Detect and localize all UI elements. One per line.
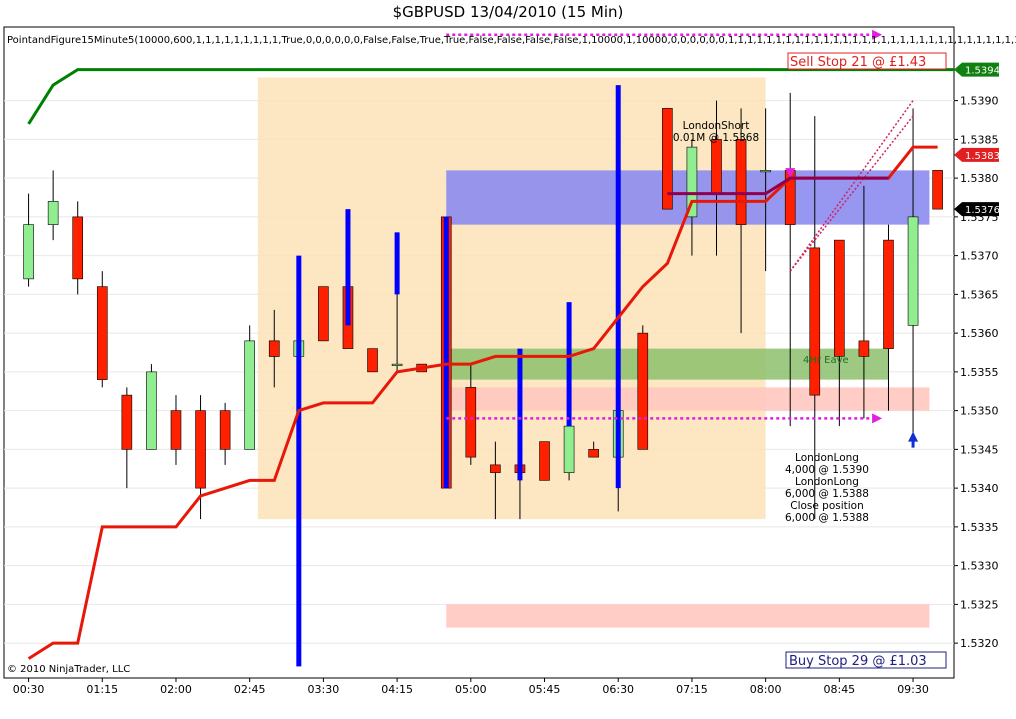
x-tick-label: 05:45	[529, 683, 561, 696]
candle-body	[268, 340, 280, 357]
candle-body	[96, 286, 108, 380]
y-tick-label: 1.5390	[960, 95, 999, 108]
zone-label: 4Hr Eave	[803, 355, 849, 366]
price-marker-top	[954, 62, 999, 77]
candle-body	[170, 410, 182, 450]
copyright: © 2010 NinjaTrader, LLC	[7, 664, 130, 675]
candle-body	[760, 170, 771, 173]
x-tick-label: 05:00	[455, 683, 487, 696]
candle-body	[735, 139, 747, 225]
candle-bodies	[23, 108, 943, 489]
london-short-line2: 0.01M @ 1.5368	[673, 132, 759, 144]
lower-band-line	[27, 145, 938, 660]
candle-body	[47, 201, 59, 225]
sell-stop-box[interactable]	[787, 52, 947, 70]
candle-body	[809, 247, 821, 396]
x-tick-label: 03:30	[308, 683, 340, 696]
arrow-icon	[872, 413, 883, 424]
london-long-line3: LondonLong	[795, 476, 859, 488]
london-long-line2: 4,000 @ 1.5390	[785, 464, 869, 476]
candle-body	[72, 216, 84, 280]
candle-body	[662, 108, 673, 210]
chart-title: $GBPUSD 13/04/2010 (15 Min)	[392, 3, 624, 21]
x-tick-label: 08:00	[750, 683, 782, 696]
zone-pink-lower	[446, 604, 930, 628]
candle-body	[391, 363, 403, 366]
y-tick-label: 1.5345	[960, 443, 999, 456]
x-tick-label: 08:45	[823, 683, 855, 696]
markers: 1.5394 1.5383 1.5376	[446, 29, 1000, 448]
candle-body	[244, 340, 255, 450]
y-axis: 1.5320 1.5325 1.5330 1.5335 1.5340 1.5345 1.53…	[954, 95, 999, 650]
x-axis: 00:30 01:15 02:00 02:45 03:30 04:15 05:00 05:45…	[13, 678, 929, 696]
y-tick-label: 1.5365	[960, 288, 999, 301]
candle-body	[318, 286, 329, 342]
y-tick-label: 1.5330	[960, 560, 999, 573]
range-bars	[296, 85, 621, 667]
zone-session	[257, 77, 766, 520]
close-position-line2: 6,000 @ 1.5388	[785, 512, 869, 524]
candle-body	[637, 332, 649, 450]
candle-body	[219, 410, 231, 450]
candle-body	[367, 348, 378, 373]
candle-body	[121, 394, 133, 450]
y-tick-label: 1.5385	[960, 133, 999, 146]
price-marker-black	[954, 202, 999, 217]
long-arrow-icon	[908, 431, 919, 442]
sell-stop-label: Sell Stop 21 @ £1.43	[790, 55, 926, 70]
indicator-lines	[27, 68, 954, 660]
candle-body	[563, 425, 575, 473]
short-arrow-icon	[785, 168, 796, 179]
price-marker-red	[954, 147, 999, 162]
x-tick-label: 04:15	[381, 683, 413, 696]
candle-body	[907, 216, 919, 326]
x-tick-label: 00:30	[13, 683, 45, 696]
buy-stop-box[interactable]	[785, 651, 947, 669]
x-tick-label: 02:00	[160, 683, 192, 696]
candle-body	[23, 224, 34, 280]
candle-body	[490, 464, 501, 473]
trade-link-line	[789, 100, 914, 272]
arrow-icon	[872, 29, 883, 40]
price-marker-label: 1.5376	[965, 205, 1000, 216]
candle-body	[883, 239, 894, 349]
london-long-line4: 6,000 @ 1.5388	[785, 488, 869, 500]
upper-band-line	[27, 68, 954, 125]
x-tick-label: 01:15	[86, 683, 118, 696]
y-tick-label: 1.5360	[960, 327, 999, 340]
price-marker-label: 1.5383	[965, 151, 1000, 162]
london-short-line1: LondonShort	[683, 120, 750, 132]
candle-body	[711, 139, 722, 194]
y-tick-label: 1.5325	[960, 598, 999, 611]
y-tick-label: 1.5380	[960, 172, 999, 185]
candle-body	[539, 441, 550, 481]
strategy-label: PointandFigure15Minute5(10000,600,1,1,1,…	[7, 35, 1016, 46]
candle-body	[146, 371, 157, 450]
x-tick-label: 07:15	[676, 683, 708, 696]
x-tick-label: 09:30	[897, 683, 929, 696]
y-tick-label: 1.5375	[960, 211, 999, 224]
close-position-line1: Close position	[790, 500, 864, 512]
candle-body	[588, 449, 599, 458]
y-tick-label: 1.5320	[960, 637, 999, 650]
x-tick-label: 06:30	[602, 683, 634, 696]
trade-link-line	[789, 115, 914, 272]
candle-body	[195, 410, 206, 489]
y-tick-label: 1.5355	[960, 366, 999, 379]
london-long-line1: LondonLong	[795, 452, 859, 464]
candle-body	[834, 239, 845, 357]
x-tick-label: 02:45	[234, 683, 266, 696]
candle-body	[686, 146, 698, 218]
candle-body	[465, 387, 477, 458]
candle-body	[932, 170, 943, 210]
y-tick-label: 1.5335	[960, 521, 999, 534]
y-tick-label: 1.5370	[960, 250, 999, 263]
candle-body	[858, 340, 870, 357]
y-tick-label: 1.5350	[960, 405, 999, 418]
buy-stop-label: Buy Stop 29 @ £1.03	[789, 654, 927, 669]
position-line	[667, 176, 889, 196]
y-tick-label: 1.5340	[960, 482, 999, 495]
price-marker-label: 1.5394	[965, 66, 1000, 77]
